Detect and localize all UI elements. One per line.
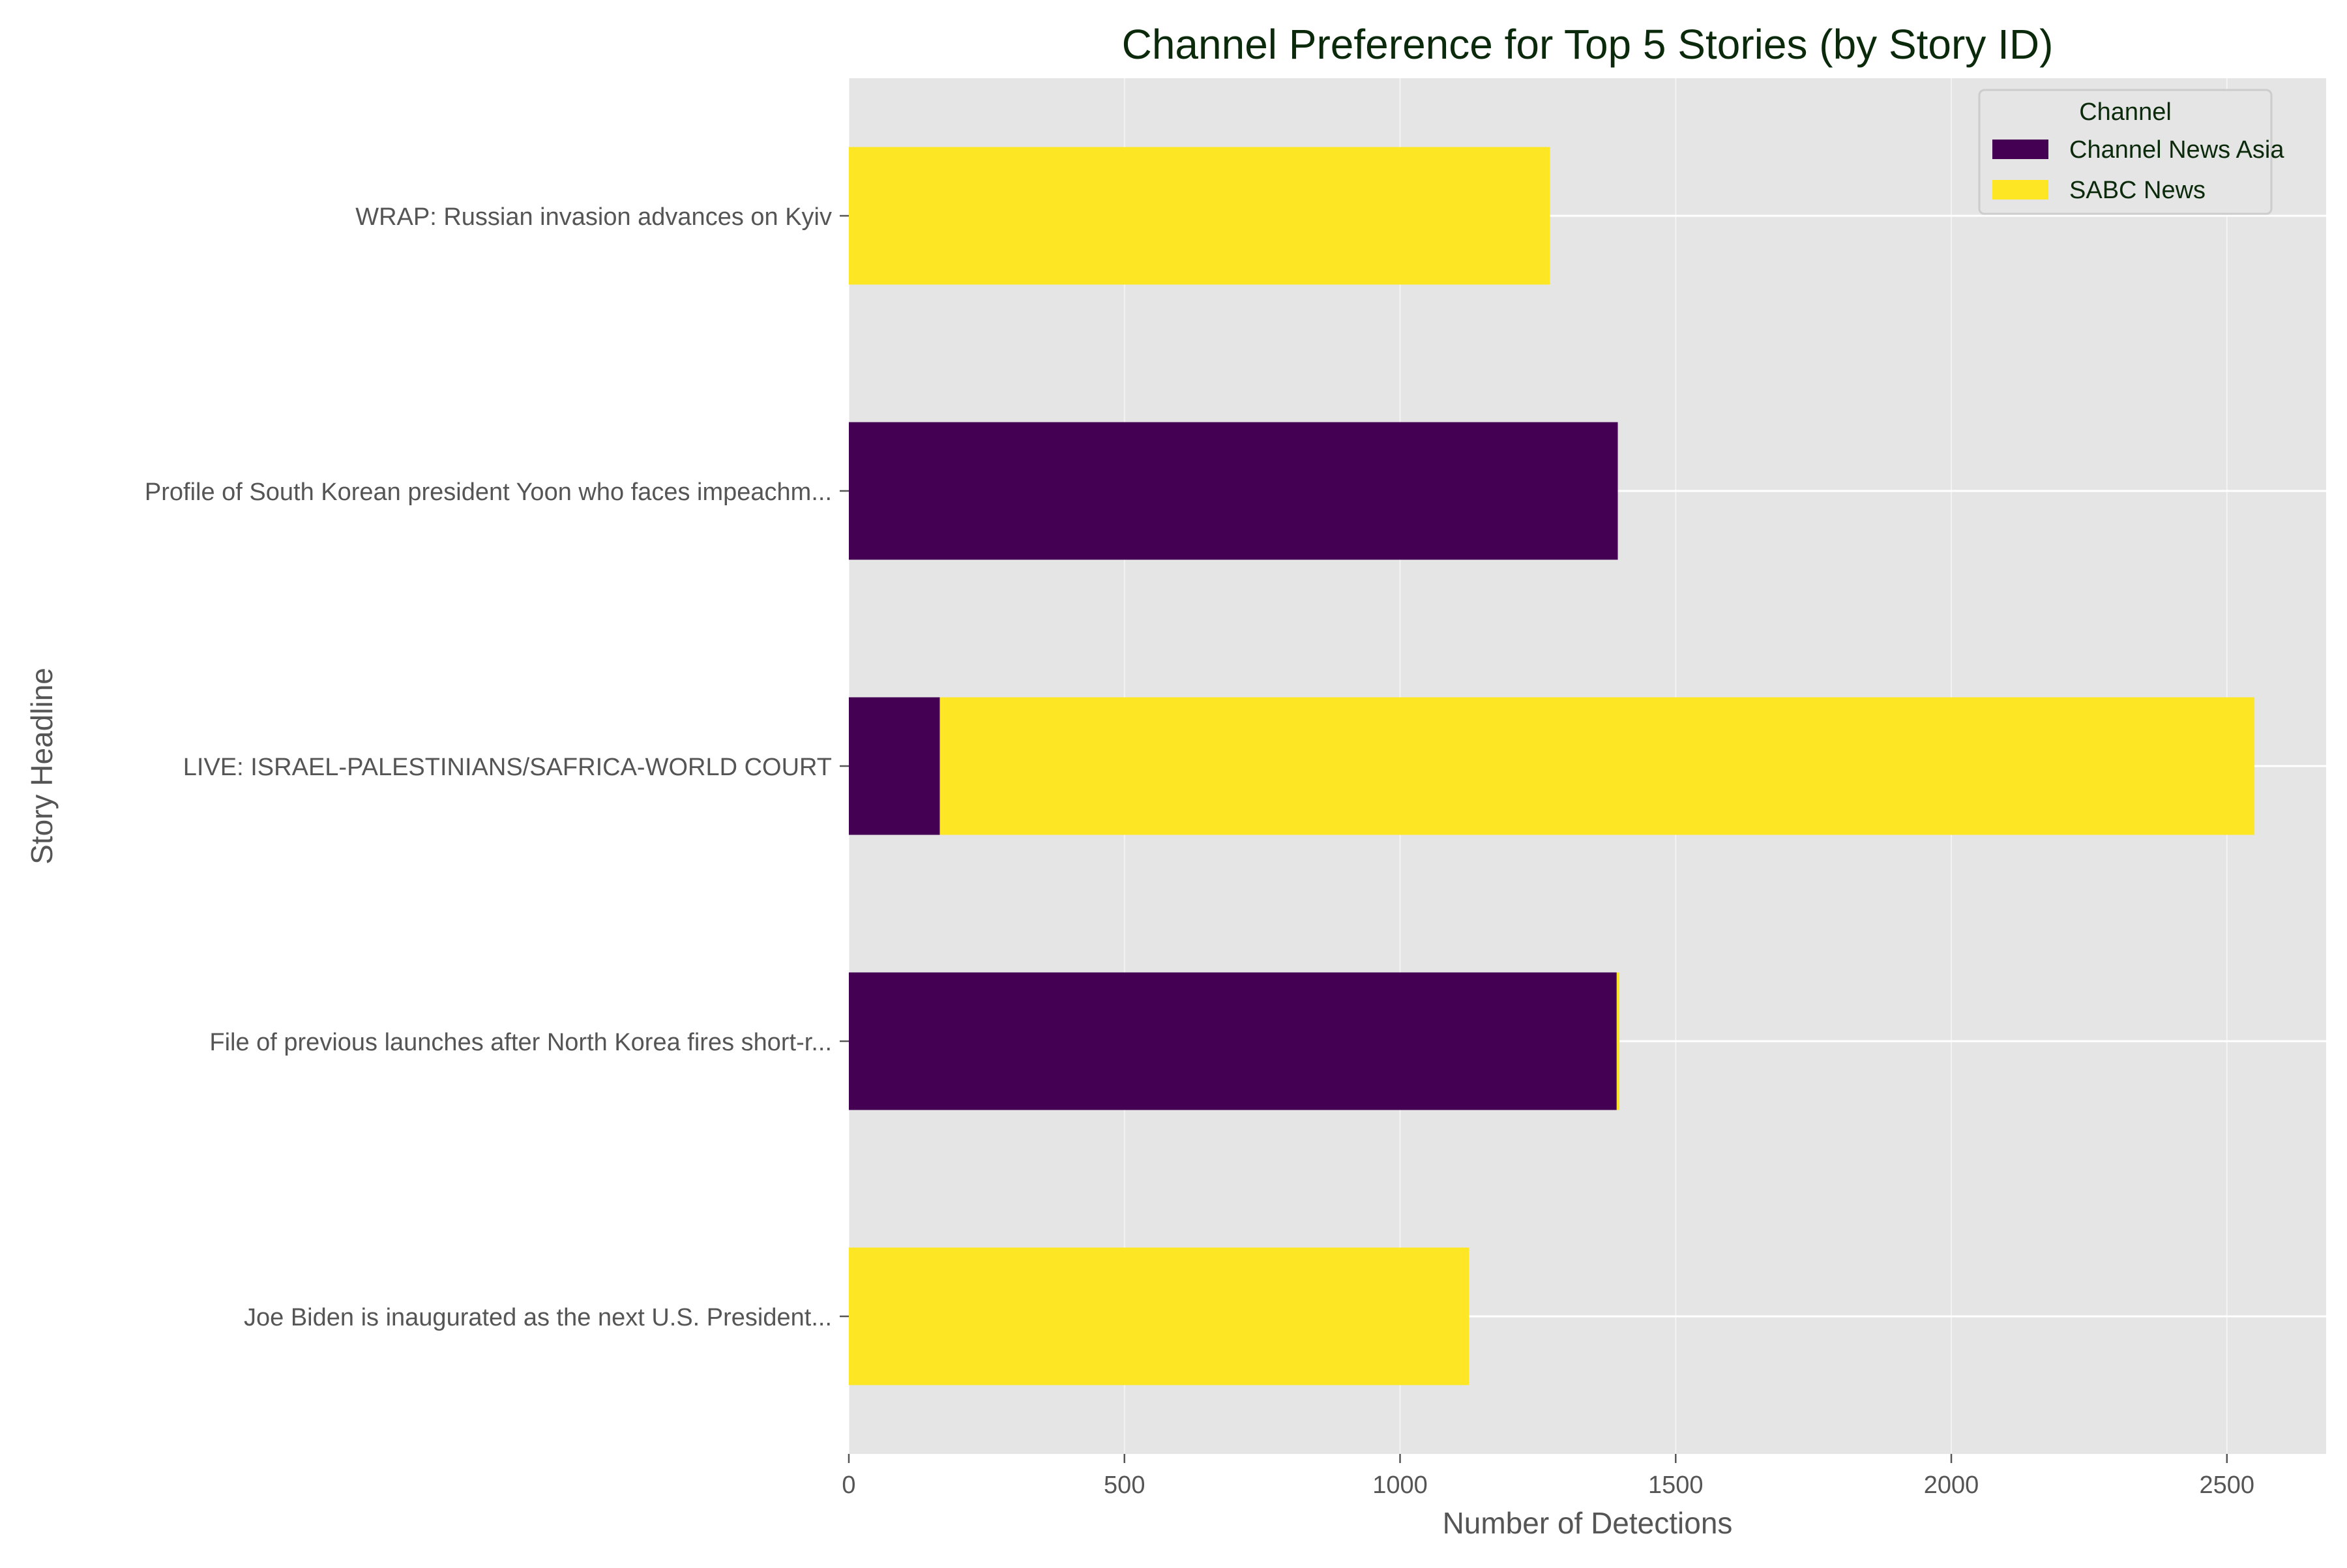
x-axis-label: Number of Detections <box>1443 1506 1733 1540</box>
legend-label: SABC News <box>2069 177 2206 204</box>
x-tick-label: 0 <box>842 1472 855 1499</box>
y-axis: WRAP: Russian invasion advances on Kyiv P… <box>145 203 849 1331</box>
legend: Channel Channel News Asia SABC News <box>1978 89 2284 215</box>
bar-channel-news-asia <box>849 972 1617 1110</box>
y-axis-label: Story Headline <box>25 668 59 865</box>
legend-title: Channel <box>2079 98 2172 126</box>
y-tick-label: Profile of South Korean president Yoon w… <box>145 479 832 506</box>
y-tick-label: WRAP: Russian invasion advances on Kyiv <box>355 203 832 231</box>
bar-sabc-news <box>1616 972 1620 1110</box>
x-tick-label: 1000 <box>1372 1472 1428 1499</box>
x-tick-label: 1500 <box>1648 1472 1704 1499</box>
x-axis: 0 500 1000 1500 2000 2500 <box>842 1454 2254 1499</box>
x-tick-label: 2000 <box>1924 1472 1979 1499</box>
bar-channel-news-asia <box>849 697 940 835</box>
bar-sabc-news <box>939 697 2255 835</box>
legend-label: Channel News Asia <box>2069 136 2284 164</box>
legend-swatch <box>1992 180 2048 200</box>
y-tick-label: LIVE: ISRAEL-PALESTINIANS/SAFRICA-WORLD … <box>183 754 832 781</box>
chart-title: Channel Preference for Top 5 Stories (by… <box>1122 21 2054 68</box>
bar-sabc-news <box>849 1247 1469 1385</box>
legend-swatch <box>1992 140 2048 159</box>
legend-items: Channel News Asia SABC News <box>1992 136 2284 204</box>
bar-channel-news-asia <box>849 422 1618 560</box>
x-tick-label: 500 <box>1104 1472 1145 1499</box>
bar-sabc-news <box>849 147 1550 285</box>
legend-box <box>1978 89 2273 215</box>
bars <box>849 147 2255 1385</box>
y-tick-label: Joe Biden is inaugurated as the next U.S… <box>244 1304 832 1331</box>
y-tick-label: File of previous launches after North Ko… <box>209 1029 832 1056</box>
x-tick-label: 2500 <box>2200 1472 2255 1499</box>
